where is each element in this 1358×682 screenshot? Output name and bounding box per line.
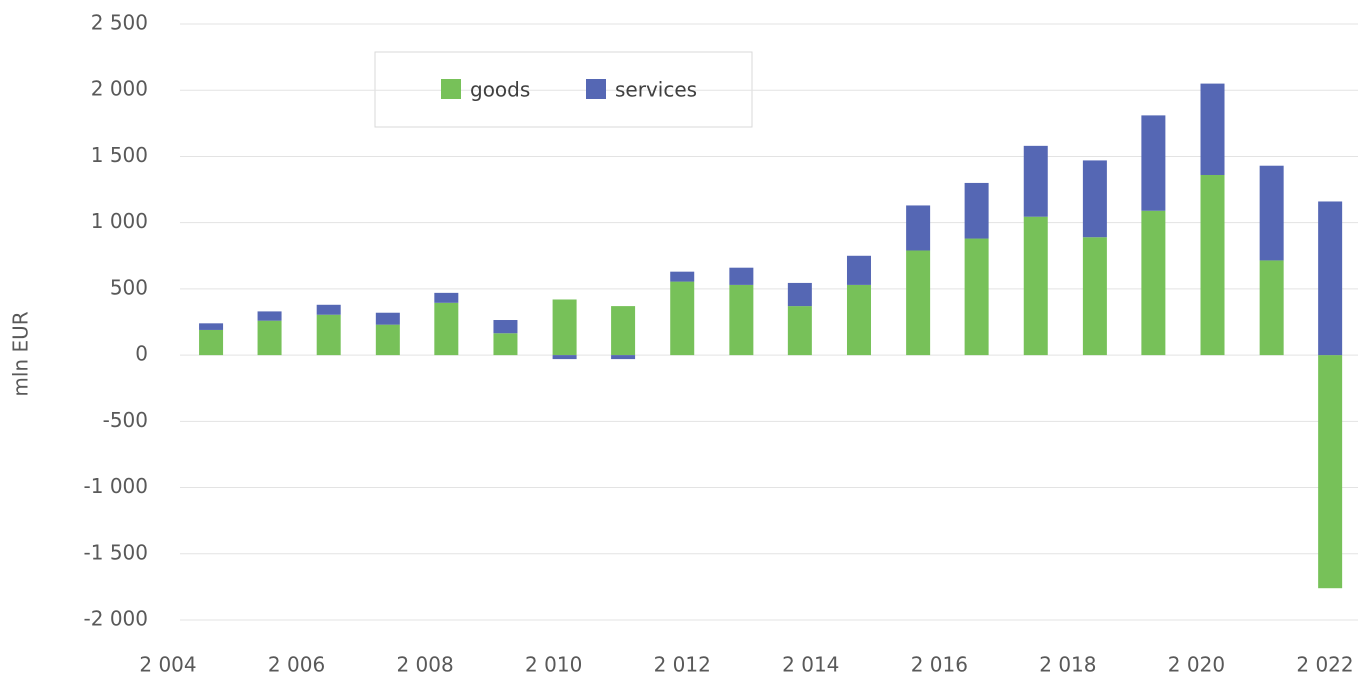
x-tick-label: 2 022 <box>1296 653 1353 677</box>
bar-segment <box>1141 210 1166 356</box>
bar-segment <box>1200 83 1225 175</box>
bar-segment <box>375 324 400 356</box>
bar-segment <box>1082 160 1107 238</box>
bar-segment <box>729 267 754 285</box>
x-tick-label: 2 008 <box>396 653 453 677</box>
bar-segment <box>199 323 224 330</box>
y-tick-label: -1 500 <box>84 540 148 564</box>
bar-segment <box>1318 355 1343 589</box>
bar-segment <box>257 311 282 321</box>
y-tick-label: 2 500 <box>91 11 148 35</box>
bar-segment <box>846 255 871 285</box>
bar-segment <box>1318 201 1343 356</box>
bar-segment <box>611 306 636 356</box>
bar-segment <box>1023 216 1048 356</box>
x-tick-label: 2 014 <box>782 653 839 677</box>
bar-segment <box>552 355 577 360</box>
bar-segment <box>1082 237 1107 356</box>
y-axis-label: mln EUR <box>9 311 33 396</box>
bar-segment <box>1141 115 1166 211</box>
bar-segment <box>493 333 518 356</box>
x-tick-label: 2 004 <box>139 653 196 677</box>
grid <box>180 23 1358 621</box>
y-tick-label: 0 <box>135 342 148 366</box>
x-tick-label: 2 010 <box>525 653 582 677</box>
bar-segment <box>316 314 341 356</box>
legend-swatch <box>441 79 461 99</box>
y-tick-label: 1 500 <box>91 143 148 167</box>
bar-segment <box>611 355 636 360</box>
legend: goods services <box>441 78 697 102</box>
bar-segment <box>1023 145 1048 217</box>
bar-segment <box>316 304 341 315</box>
bar-segment <box>670 271 695 282</box>
bar-segment <box>1259 260 1284 356</box>
bar-segment <box>1200 174 1225 356</box>
bar-segment <box>493 320 518 334</box>
bar-segment <box>434 302 459 356</box>
x-tick-label: 2 006 <box>268 653 325 677</box>
bar-segment <box>964 238 989 356</box>
bar-segment <box>670 281 695 356</box>
y-tick-label: 500 <box>110 275 148 299</box>
bar-segment <box>552 299 577 356</box>
bar-segment <box>199 329 224 356</box>
x-tick-label: 2 016 <box>911 653 968 677</box>
y-tick-label: -2 000 <box>84 607 148 631</box>
bar-segment <box>1259 165 1284 261</box>
bar-segment <box>906 205 931 251</box>
x-tick-label: 2 018 <box>1039 653 1096 677</box>
bar-segment <box>846 284 871 356</box>
y-tick-label: 2 000 <box>91 77 148 101</box>
legend-label: services <box>615 78 697 102</box>
bar-segment <box>257 320 282 356</box>
x-tick-label: 2 020 <box>1168 653 1225 677</box>
bar-segment <box>375 312 400 325</box>
bar-segment <box>906 250 931 356</box>
bar-segment <box>964 182 989 239</box>
legend-box <box>374 51 753 128</box>
bar-segment <box>787 306 812 356</box>
legend-swatch <box>586 79 606 99</box>
x-tick-label: 2 012 <box>654 653 711 677</box>
legend-label: goods <box>470 78 530 102</box>
bar-segment <box>729 284 754 356</box>
y-tick-label: -1 000 <box>84 474 148 498</box>
bar-segment <box>434 292 459 303</box>
y-tick-label: 1 000 <box>91 209 148 233</box>
y-tick-label: -500 <box>103 408 148 432</box>
bar-segment <box>787 282 812 307</box>
